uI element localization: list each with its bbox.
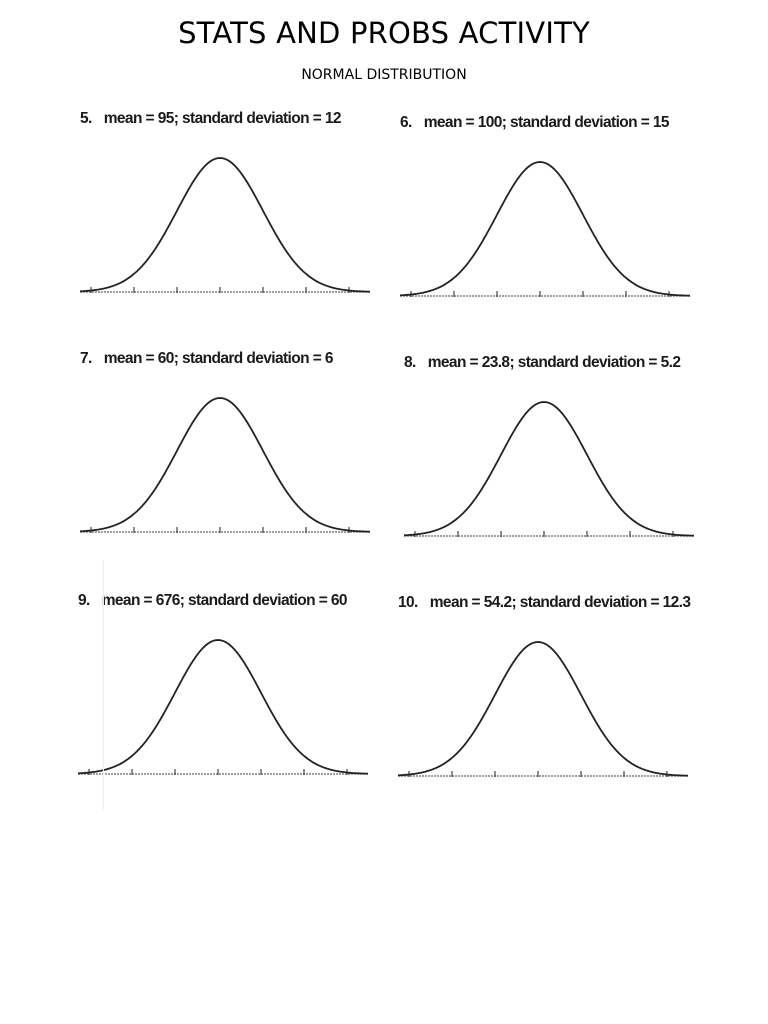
problem-label: 5. mean = 95; standard deviation = 12: [80, 110, 342, 128]
problem-label: 6. mean = 100; standard deviation = 15: [400, 114, 670, 132]
bell-curve-line: [399, 161, 691, 297]
problem-text: mean = 54.2; standard deviation = 12.3: [429, 594, 691, 611]
bell-curve-line: [403, 401, 695, 537]
scan-edge-line: [103, 560, 104, 810]
bell-curve-graph: [403, 401, 695, 537]
problem-label: 10. mean = 54.2; standard deviation = 12.…: [398, 594, 691, 612]
problem-text: mean = 100; standard deviation = 15: [423, 114, 670, 131]
problem-text: mean = 95; standard deviation = 12: [103, 110, 342, 127]
bell-curve-line: [77, 639, 369, 775]
problem-number: 5.: [80, 110, 92, 127]
problem-7: 7. mean = 60; standard deviation = 6: [79, 350, 380, 570]
problem-text: mean = 23.8; standard deviation = 5.2: [427, 354, 681, 371]
bell-curve-graph: [397, 641, 689, 777]
problem-number: 7.: [80, 350, 92, 367]
problem-9: 9. mean = 676; standard deviation = 60: [77, 592, 378, 812]
problem-5: 5. mean = 95; standard deviation = 12: [79, 110, 380, 330]
bell-curve-line: [79, 157, 371, 293]
problem-text: mean = 676; standard deviation = 60: [101, 592, 348, 609]
problem-number: 9.: [78, 592, 90, 609]
bell-curve-graph: [399, 161, 691, 297]
bell-curve-graph: [79, 157, 371, 293]
problem-label: 7. mean = 60; standard deviation = 6: [80, 350, 333, 368]
page-subtitle: NORMAL DISTRIBUTION: [301, 67, 467, 83]
page-title: STATS AND PROBS ACTIVITY: [178, 16, 590, 50]
problem-8: 8. mean = 23.8; standard deviation = 5.2: [403, 354, 704, 574]
problem-10: 10. mean = 54.2; standard deviation = 12.…: [397, 594, 698, 814]
problem-number: 6.: [400, 114, 412, 131]
problem-label: 8. mean = 23.8; standard deviation = 5.2: [404, 354, 681, 372]
bell-curve-line: [397, 641, 689, 777]
problem-label: 9. mean = 676; standard deviation = 60: [78, 592, 348, 610]
bell-curve-line: [79, 397, 371, 533]
bell-curve-graph: [79, 397, 371, 533]
bell-curve-graph: [77, 639, 369, 775]
problem-text: mean = 60; standard deviation = 6: [103, 350, 334, 367]
problem-number: 8.: [404, 354, 416, 371]
problem-6: 6. mean = 100; standard deviation = 15: [399, 114, 700, 334]
problem-number: 10.: [398, 594, 418, 611]
